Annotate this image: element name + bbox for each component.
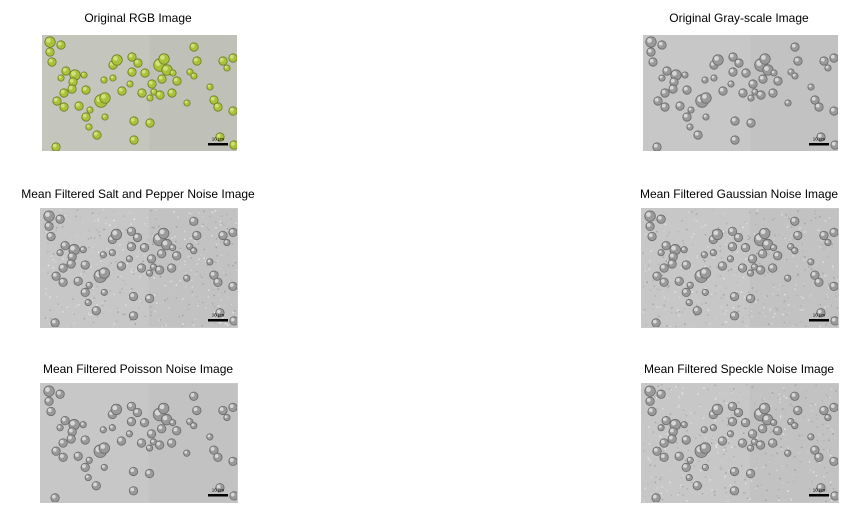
microscopy-picture: 10 µm <box>642 384 838 502</box>
panel-title: Mean Filtered Speckle Noise Image <box>643 362 835 376</box>
salt-pepper-filtered-image: 10 µm <box>40 208 238 328</box>
microscopy-picture: 10 µm <box>41 209 237 327</box>
panel-title: Mean Filtered Gaussian Noise Image <box>639 187 839 201</box>
panel-title: Original Gray-scale Image <box>669 11 809 25</box>
scale-bar <box>809 494 829 497</box>
panel-title: Original RGB Image <box>84 11 192 25</box>
original-rgb-image: 10 µm <box>42 35 237 151</box>
microscopy-picture: 10 µm <box>42 35 237 151</box>
scale-bar-label: 10 µm <box>212 488 225 493</box>
microscopy-picture: 10 µm <box>41 384 237 502</box>
scale-bar-label: 10 µm <box>813 488 826 493</box>
scale-bar <box>809 319 829 322</box>
microscopy-picture: 10 µm <box>643 35 838 151</box>
scale-bar <box>208 143 228 146</box>
scale-bar <box>208 494 228 497</box>
scale-bar <box>208 319 228 322</box>
original-grayscale-image: 10 µm <box>643 35 838 151</box>
scale-bar <box>809 143 829 146</box>
microscopy-picture: 10 µm <box>642 209 838 327</box>
panel-title: Mean Filtered Salt and Pepper Noise Imag… <box>21 187 255 201</box>
speckle-filtered-image: 10 µm <box>641 383 839 503</box>
poisson-filtered-image: 10 µm <box>40 383 238 503</box>
scale-bar-label: 10 µm <box>813 313 826 318</box>
scale-bar-label: 10 µm <box>813 137 826 142</box>
scale-bar-label: 10 µm <box>212 137 225 142</box>
panel-title: Mean Filtered Poisson Noise Image <box>42 362 234 376</box>
gaussian-filtered-image: 10 µm <box>641 208 839 328</box>
scale-bar-label: 10 µm <box>212 313 225 318</box>
